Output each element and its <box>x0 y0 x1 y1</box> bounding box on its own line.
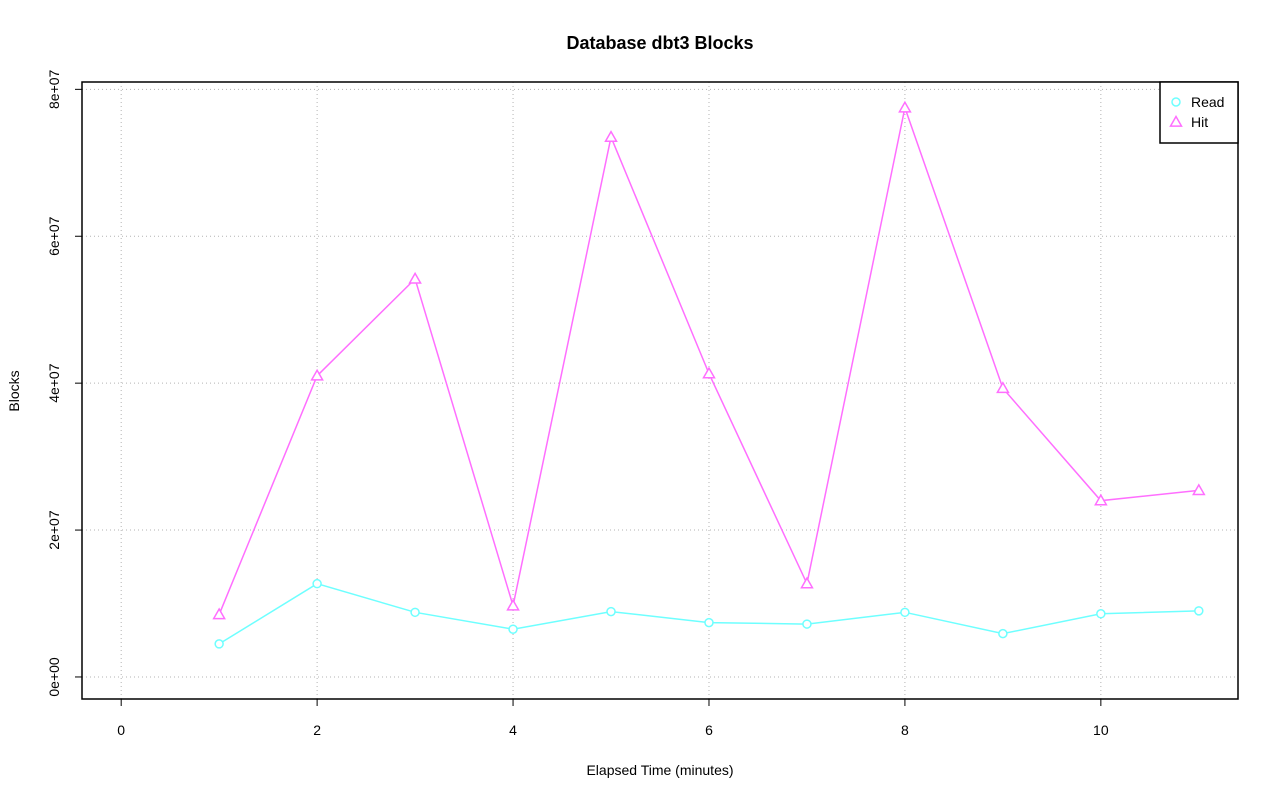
legend: Read Hit <box>1159 81 1239 144</box>
point-hit <box>408 271 422 284</box>
legend-marker-hit <box>1169 114 1183 127</box>
point-read <box>312 578 322 589</box>
x-axis-label: Elapsed Time (minutes) <box>586 762 733 778</box>
point-hit <box>996 381 1010 394</box>
plot-frame <box>81 81 1239 700</box>
y-tick-label: 0e+00 <box>46 657 62 697</box>
point-hit <box>800 576 814 589</box>
y-axis-label: Blocks <box>6 370 22 411</box>
point-read <box>214 639 224 649</box>
y-tick-label: 2e+07 <box>46 510 62 550</box>
point-hit <box>1094 493 1108 506</box>
point-hit <box>506 598 520 611</box>
point-read <box>606 606 616 617</box>
legend-label-hit: Hit <box>1191 114 1208 130</box>
grid <box>82 82 1238 699</box>
x-tick-label: 4 <box>509 722 517 738</box>
point-read <box>508 624 518 634</box>
point-hit <box>310 368 324 381</box>
point-read <box>1096 609 1106 619</box>
x-tick-label: 10 <box>1093 722 1109 738</box>
x-tick-label: 0 <box>117 722 125 738</box>
point-read <box>900 607 910 618</box>
point-hit <box>1192 483 1206 496</box>
point-read <box>410 607 420 618</box>
x-tick-label: 8 <box>901 722 909 738</box>
y-tick-label: 8e+07 <box>46 69 62 109</box>
point-read <box>704 617 714 628</box>
point-read <box>998 628 1008 639</box>
y-axis: 0e+00 2e+07 4e+07 6e+07 8e+07 <box>46 69 82 697</box>
x-axis: 0 2 4 6 8 10 <box>117 699 1109 738</box>
legend-label-read: Read <box>1191 94 1224 110</box>
x-tick-label: 2 <box>313 722 321 738</box>
point-read <box>1194 606 1204 616</box>
y-tick-label: 4e+07 <box>46 363 62 403</box>
point-hit <box>604 130 618 142</box>
point-hit <box>212 607 226 620</box>
chart-title: Database dbt3 Blocks <box>566 33 753 53</box>
point-hit <box>702 366 716 379</box>
point-hit <box>898 100 912 113</box>
series-layer <box>212 100 1206 649</box>
point-read <box>802 619 812 629</box>
y-tick-label: 6e+07 <box>46 216 62 256</box>
legend-marker-read <box>1171 97 1181 107</box>
x-tick-label: 6 <box>705 722 713 738</box>
legend-box <box>1159 81 1239 144</box>
